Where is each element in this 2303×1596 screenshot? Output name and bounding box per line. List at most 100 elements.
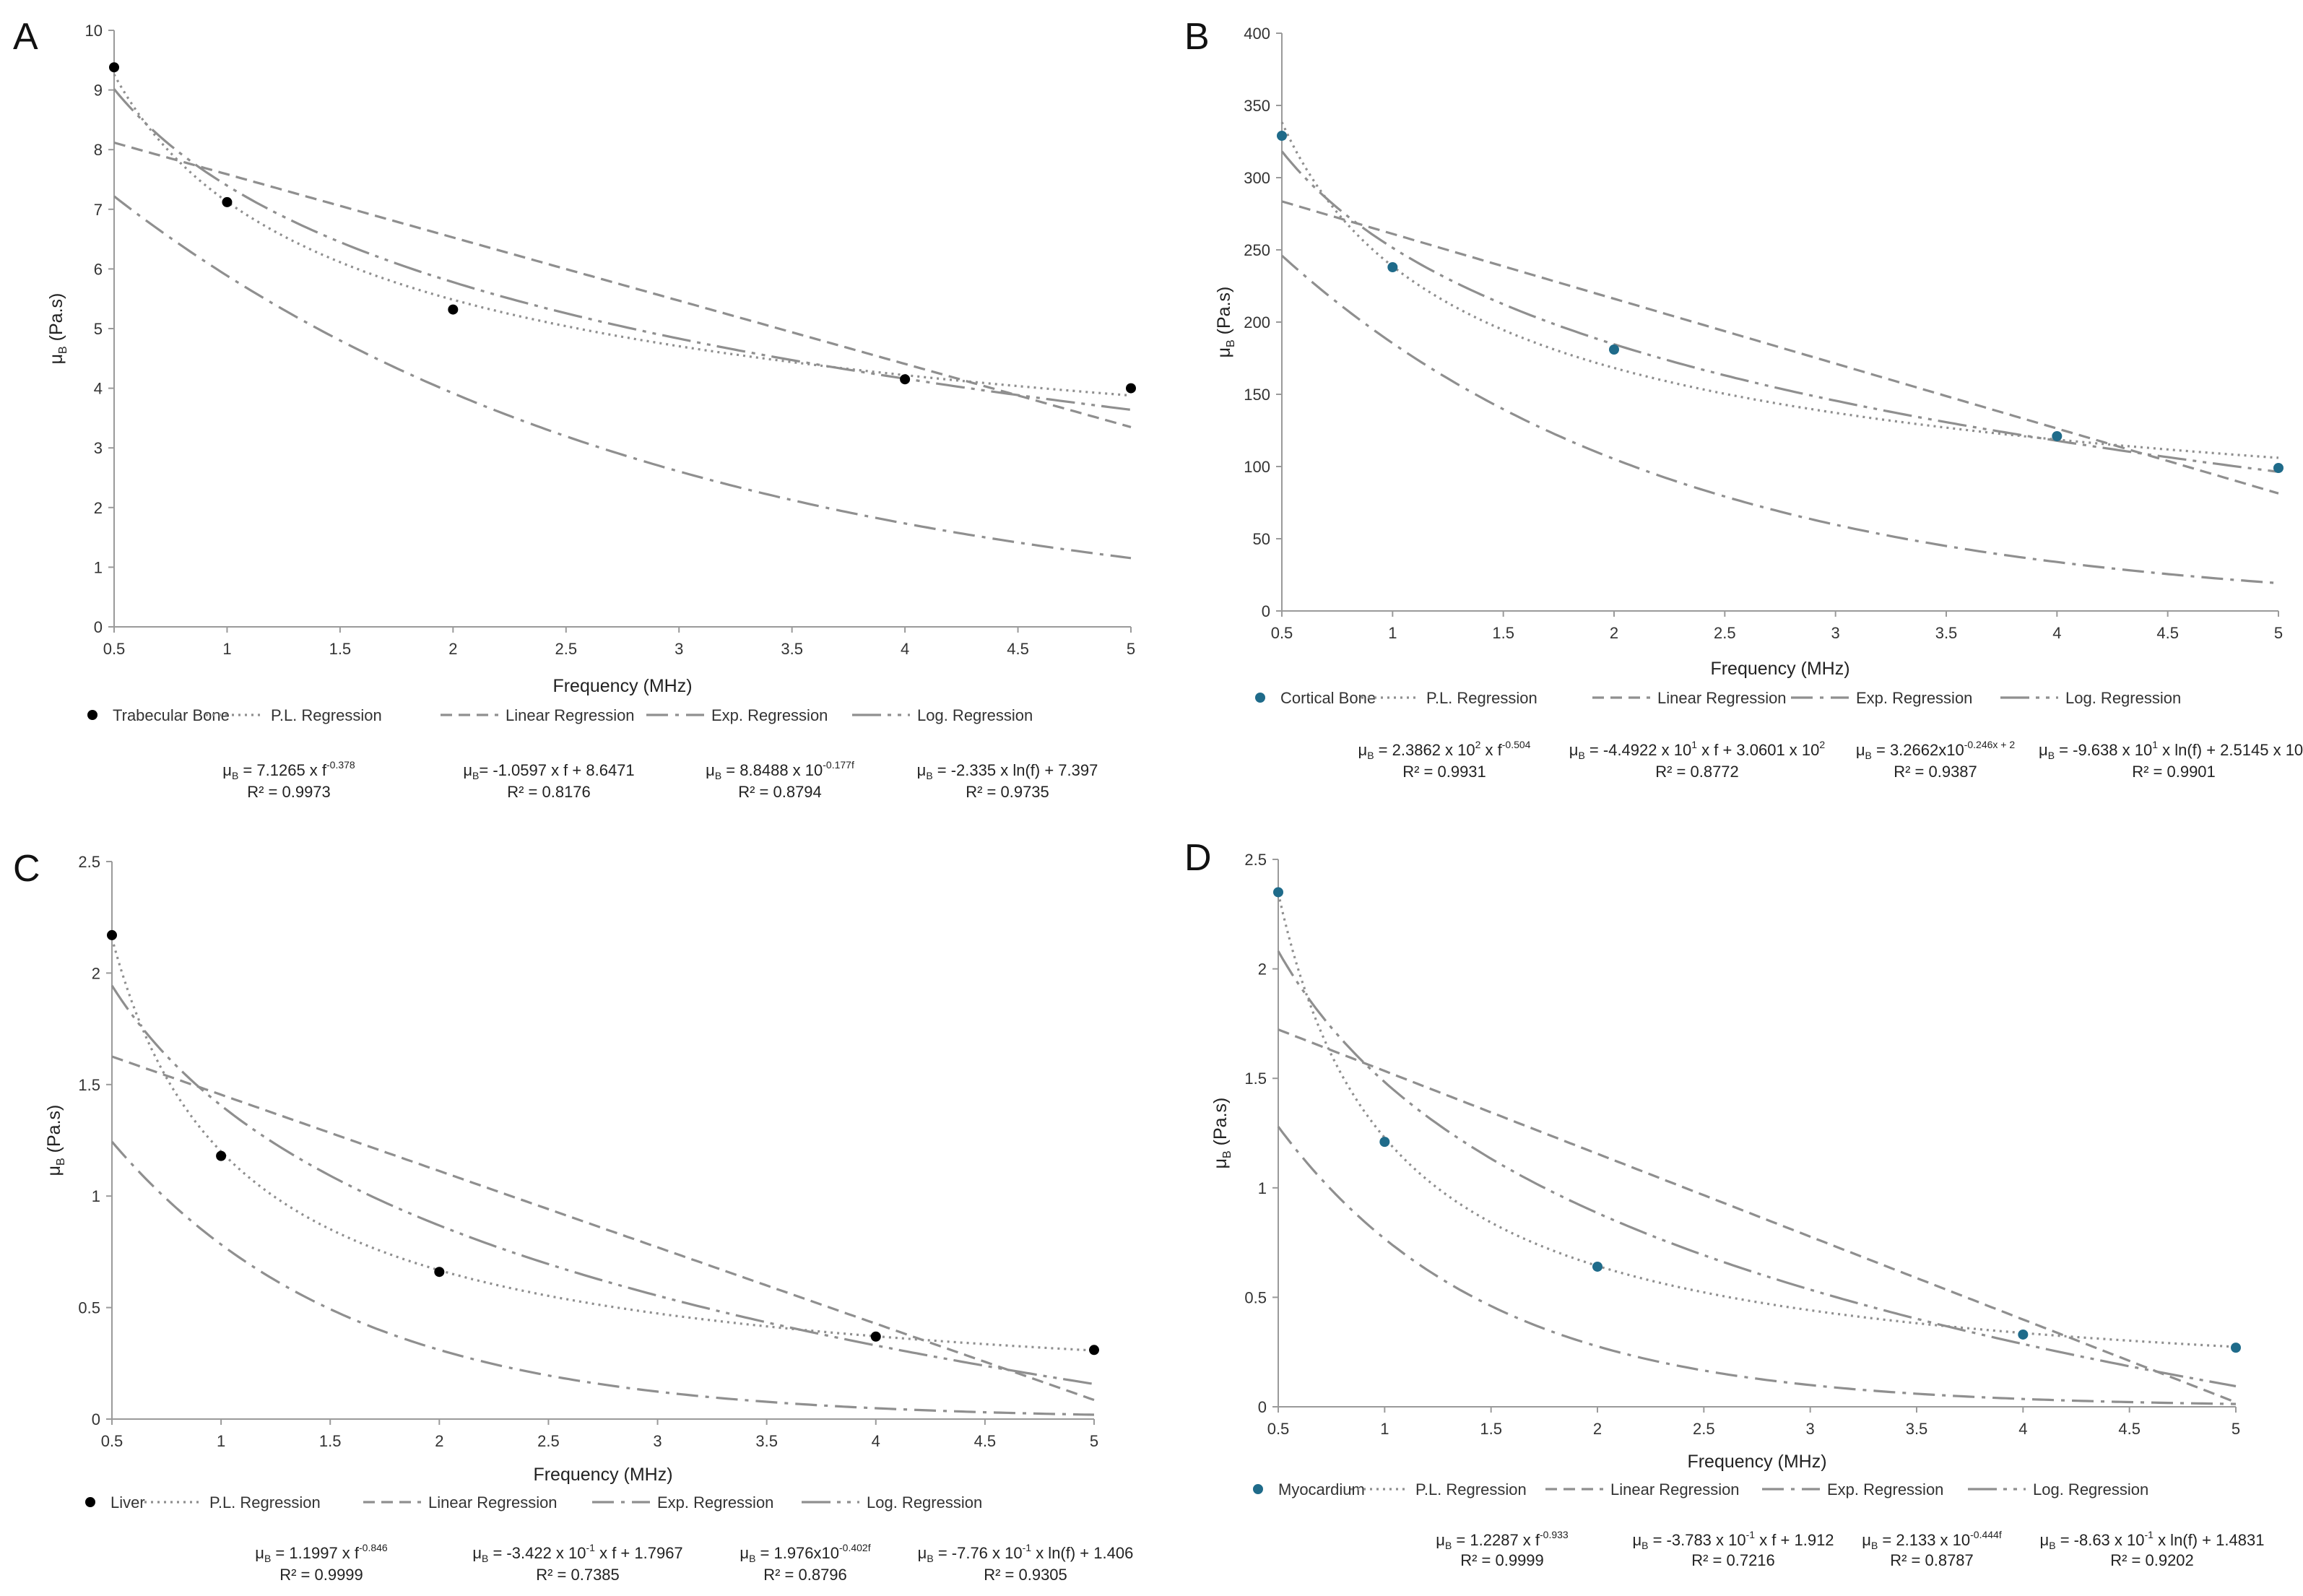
- eq-sub: B: [2049, 1540, 2055, 1551]
- y-tick-label: 1.5: [1244, 1070, 1267, 1088]
- x-tick-label: 0.5: [1267, 1420, 1290, 1438]
- y-tick-label: 2: [92, 964, 100, 982]
- data-point: [2018, 1329, 2029, 1340]
- x-tick-label: 1: [1380, 1420, 1389, 1438]
- r-squared-power: R² = 0.9999: [1460, 1551, 1544, 1569]
- equation-power: μB = 7.1265 x f-0.378: [222, 759, 355, 781]
- x-tick-label: 5: [1127, 640, 1135, 658]
- y-tick-label: 1: [94, 558, 103, 576]
- equation-power: μB = 2.3862 x 102 x f-0.504: [1358, 739, 1531, 761]
- eq-sub: B: [482, 1553, 488, 1564]
- y-axis-title: μB (Pa.s): [44, 1105, 67, 1176]
- x-tick-label: 2.5: [1693, 1420, 1715, 1438]
- data-point: [109, 62, 119, 73]
- eq-sub: B: [715, 770, 721, 781]
- y-tick-label: 4: [94, 380, 103, 398]
- exp-fit-curve: [113, 195, 1132, 560]
- eq-sup: -0.402f: [839, 1542, 871, 1553]
- eq-mu: μ: [1436, 1531, 1445, 1549]
- y-axis-unit: (Pa.s): [44, 1105, 64, 1158]
- power-fit-curve: [1280, 121, 2279, 459]
- x-tick-label: 4: [872, 1432, 880, 1450]
- equation-linear: μB = -3.422 x 10-1 x f + 1.7967: [472, 1542, 682, 1564]
- data-point: [2052, 431, 2063, 441]
- y-tick-label: 50: [1253, 530, 1270, 548]
- r-squared-power: R² = 0.9999: [279, 1566, 363, 1584]
- x-axis-title: Frequency (MHz): [1687, 1452, 1826, 1472]
- y-tick-label: 10: [85, 22, 103, 40]
- linear-fit-curve: [113, 141, 1132, 428]
- y-axis-unit: (Pa.s): [1210, 1098, 1231, 1151]
- eq-sup: -1: [2145, 1529, 2154, 1540]
- eq-main: = 1.2287 x f: [1452, 1531, 1540, 1549]
- eq-mu: μ: [740, 1544, 749, 1562]
- eq-sup: -0.378: [326, 759, 355, 771]
- legend-label-linear: Linear Regression: [428, 1493, 558, 1512]
- r-squared-linear: R² = 0.7216: [1691, 1551, 1775, 1569]
- eq-main: = 3.2662x10: [1872, 741, 1964, 759]
- r-squared-linear: R² = 0.7385: [536, 1566, 620, 1584]
- eq-mu: μ: [2039, 741, 2048, 759]
- y-tick-label: 3: [94, 439, 103, 457]
- y-tick-label: 1: [1258, 1179, 1267, 1197]
- eq-mu: μ: [706, 761, 715, 779]
- legend-label-power: P.L. Regression: [1415, 1480, 1527, 1499]
- eq-sup: -0.177f: [823, 759, 854, 771]
- equation-linear: μB= -1.0597 x f + 8.6471: [463, 761, 634, 781]
- x-tick-label: 2: [1593, 1420, 1602, 1438]
- x-tick-label: 0.5: [1271, 624, 1293, 642]
- legend-label-exp: Exp. Regression: [657, 1493, 773, 1512]
- eq-sub: B: [264, 1553, 271, 1564]
- equation-log: μB = -2.335 x ln(f) + 7.397: [917, 761, 1098, 781]
- x-tick-label: 4: [2052, 624, 2061, 642]
- eq-mu: μ: [918, 1544, 927, 1562]
- y-tick-label: 1.5: [78, 1076, 100, 1094]
- x-tick-label: 4.5: [2156, 624, 2179, 642]
- data-point: [434, 1267, 445, 1278]
- exp-fit-curve: [1277, 1126, 2237, 1405]
- equation-log: μB = -7.76 x 10-1 x ln(f) + 1.406: [918, 1542, 1134, 1564]
- x-axis-title: Frequency (MHz): [552, 676, 692, 696]
- equation-log: μB = -8.63 x 10-1 x ln(f) + 1.4831: [2040, 1529, 2265, 1551]
- x-tick-label: 1.5: [319, 1432, 342, 1450]
- log-fit-curve: [1280, 150, 2279, 473]
- panel-letter: C: [13, 848, 40, 890]
- legend-label-log: Log. Regression: [917, 706, 1033, 724]
- r-squared-exp: R² = 0.8787: [1890, 1551, 1974, 1569]
- r-squared-log: R² = 0.9901: [2132, 763, 2216, 781]
- y-tick-label: 0: [1258, 1398, 1267, 1416]
- eq-sup: -1: [1023, 1542, 1032, 1553]
- eq-sup: -0.846: [359, 1542, 388, 1553]
- exp-fit-curve: [1280, 254, 2279, 585]
- legend-label-linear: Linear Regression: [1657, 689, 1787, 707]
- x-tick-label: 2: [435, 1432, 443, 1450]
- data-point: [1592, 1261, 1602, 1272]
- x-tick-label: 3.5: [755, 1432, 778, 1450]
- eq-sub: B: [1865, 750, 1872, 761]
- legend-label-linear: Linear Regression: [506, 706, 635, 724]
- eq-main: = -7.76 x 10: [934, 1544, 1023, 1562]
- equation-linear: μB = -4.4922 x 101 x f + 3.0601 x 102: [1569, 739, 1826, 761]
- x-tick-label: 5: [2274, 624, 2283, 642]
- y-tick-label: 1: [92, 1187, 100, 1205]
- x-tick-label: 1: [217, 1432, 225, 1450]
- x-tick-label: 3.5: [1906, 1420, 1928, 1438]
- y-axis-symbol: μ: [46, 354, 66, 364]
- legend-label-exp: Exp. Regression: [1856, 689, 1972, 707]
- eq-sup2: 2: [1819, 739, 1825, 750]
- y-axis-sub: B: [1221, 1150, 1233, 1158]
- eq-mu: μ: [1632, 1531, 1641, 1549]
- linear-fit-curve: [1278, 1028, 2237, 1404]
- panel-letter: B: [1184, 16, 1210, 58]
- eq-main: = 1.1997 x f: [271, 1544, 360, 1562]
- r-squared-log: R² = 0.9202: [2110, 1551, 2194, 1569]
- eq-sub: B: [927, 1553, 933, 1564]
- eq-sup2: -0.504: [1502, 739, 1531, 750]
- x-tick-label: 3.5: [781, 640, 803, 658]
- legend-label-power: P.L. Regression: [209, 1493, 321, 1512]
- eq-sub: B: [749, 1553, 755, 1564]
- y-axis-symbol: μ: [1214, 347, 1234, 357]
- legend-label-power: P.L. Regression: [271, 706, 382, 724]
- eq-sup: -1: [1746, 1529, 1756, 1540]
